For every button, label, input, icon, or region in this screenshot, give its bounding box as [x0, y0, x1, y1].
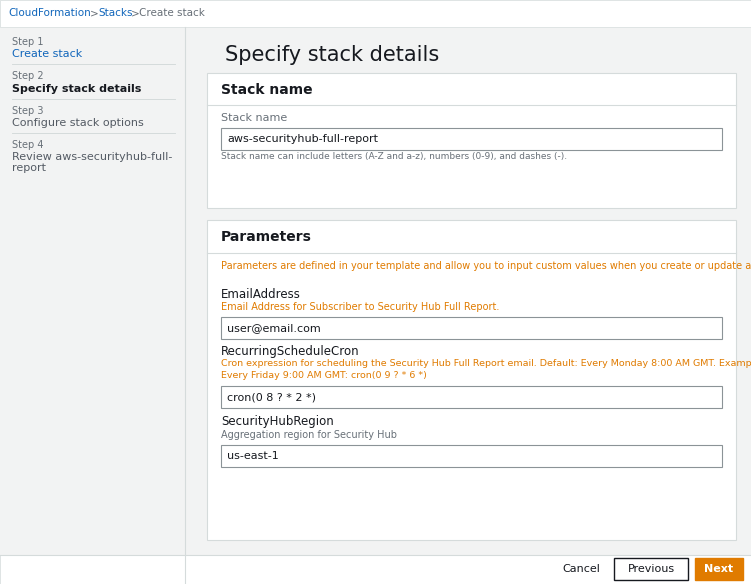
Text: Stack name can include letters (A-Z and a-z), numbers (0-9), and dashes (-).: Stack name can include letters (A-Z and …: [221, 152, 567, 162]
Text: Step 1: Step 1: [12, 37, 44, 47]
Text: >: >: [131, 8, 140, 18]
FancyBboxPatch shape: [207, 220, 736, 540]
Text: CloudFormation: CloudFormation: [8, 8, 91, 18]
Text: Every Friday 9:00 AM GMT: cron(0 9 ? * 6 *): Every Friday 9:00 AM GMT: cron(0 9 ? * 6…: [221, 370, 427, 380]
FancyBboxPatch shape: [0, 0, 751, 27]
FancyBboxPatch shape: [207, 73, 736, 208]
FancyBboxPatch shape: [221, 128, 722, 150]
Text: Step 2: Step 2: [12, 71, 44, 81]
Text: Specify stack details: Specify stack details: [12, 84, 141, 94]
Text: Email Address for Subscriber to Security Hub Full Report.: Email Address for Subscriber to Security…: [221, 302, 499, 312]
FancyBboxPatch shape: [614, 558, 688, 580]
Text: >: >: [90, 8, 98, 18]
Text: Create stack: Create stack: [12, 49, 83, 59]
FancyBboxPatch shape: [695, 558, 743, 580]
FancyBboxPatch shape: [0, 555, 751, 584]
Text: Configure stack options: Configure stack options: [12, 118, 143, 128]
Text: EmailAddress: EmailAddress: [221, 287, 301, 301]
Text: Step 4: Step 4: [12, 140, 44, 150]
Text: Stacks: Stacks: [98, 8, 132, 18]
Text: SecurityHubRegion: SecurityHubRegion: [221, 415, 333, 429]
FancyBboxPatch shape: [221, 317, 722, 339]
Text: user@email.com: user@email.com: [227, 323, 321, 333]
Text: Cron expression for scheduling the Security Hub Full Report email. Default: Ever: Cron expression for scheduling the Secur…: [221, 360, 751, 369]
Text: aws-securityhub-full-report: aws-securityhub-full-report: [227, 134, 378, 144]
Text: RecurringScheduleCron: RecurringScheduleCron: [221, 345, 360, 357]
Text: Stack name: Stack name: [221, 83, 312, 97]
Text: Step 3: Step 3: [12, 106, 44, 116]
Text: Create stack: Create stack: [139, 8, 205, 18]
Text: Parameters: Parameters: [221, 230, 312, 244]
Text: Parameters are defined in your template and allow you to input custom values whe: Parameters are defined in your template …: [221, 261, 751, 271]
FancyBboxPatch shape: [221, 445, 722, 467]
Text: Aggregation region for Security Hub: Aggregation region for Security Hub: [221, 430, 397, 440]
Text: Review aws-securityhub-full-: Review aws-securityhub-full-: [12, 152, 173, 162]
FancyBboxPatch shape: [0, 27, 185, 584]
Text: Stack name: Stack name: [221, 113, 287, 123]
Text: us-east-1: us-east-1: [227, 451, 279, 461]
FancyBboxPatch shape: [221, 386, 722, 408]
Text: Next: Next: [704, 564, 734, 574]
Text: Cancel: Cancel: [562, 564, 600, 574]
Text: Specify stack details: Specify stack details: [225, 45, 439, 65]
Text: report: report: [12, 163, 46, 173]
FancyBboxPatch shape: [195, 27, 751, 554]
Text: Previous: Previous: [627, 564, 674, 574]
Text: cron(0 8 ? * 2 *): cron(0 8 ? * 2 *): [227, 392, 316, 402]
